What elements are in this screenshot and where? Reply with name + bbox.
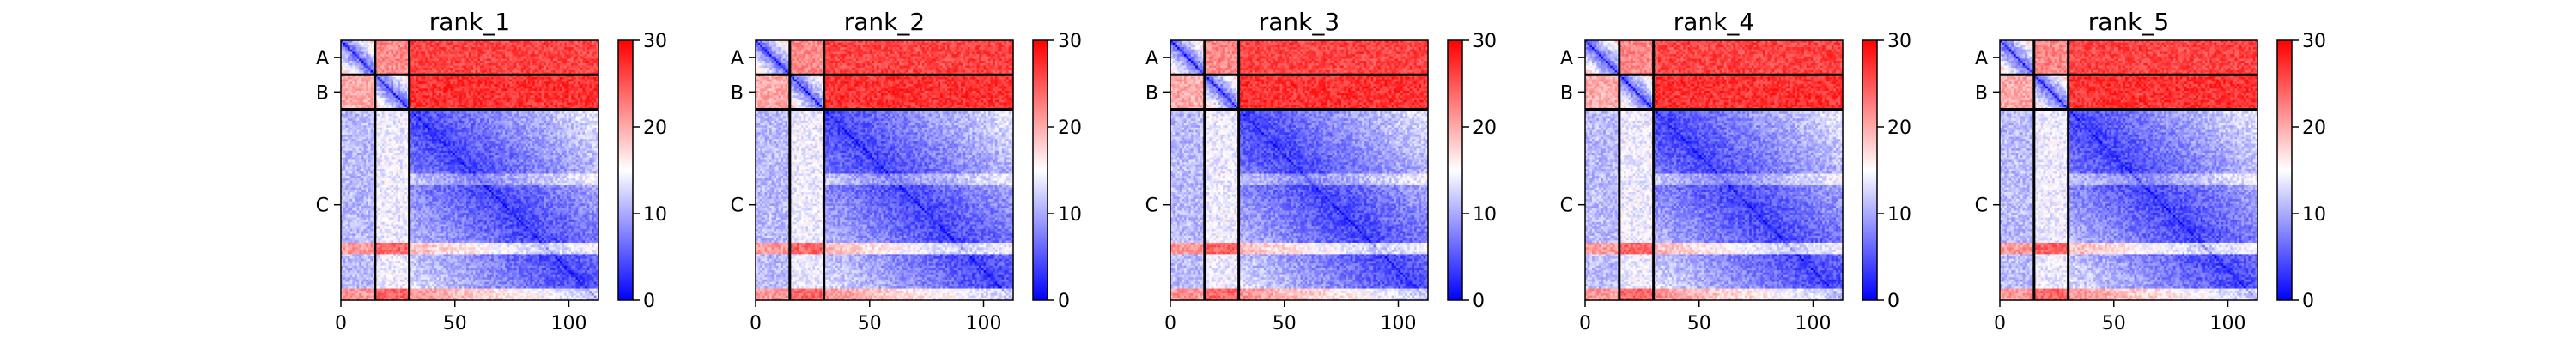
panel-title: rank_1 bbox=[429, 8, 510, 36]
heatmap bbox=[341, 40, 599, 301]
